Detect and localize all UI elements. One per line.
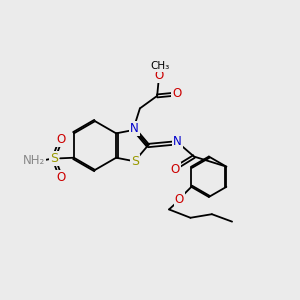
Text: NH₂: NH₂ — [23, 154, 45, 167]
Text: O: O — [56, 171, 65, 184]
Text: S: S — [131, 155, 139, 168]
Text: O: O — [154, 69, 163, 82]
Text: N: N — [173, 136, 182, 148]
Text: O: O — [175, 194, 184, 206]
Text: S: S — [50, 152, 58, 165]
Text: CH₃: CH₃ — [151, 61, 170, 71]
Text: O: O — [172, 87, 182, 100]
Text: O: O — [170, 163, 180, 176]
Text: O: O — [56, 133, 65, 146]
Text: N: N — [130, 122, 139, 135]
